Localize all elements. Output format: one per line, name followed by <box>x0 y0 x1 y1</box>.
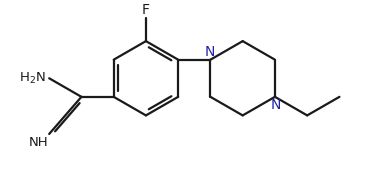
Text: N: N <box>204 45 215 59</box>
Text: F: F <box>142 3 150 17</box>
Text: N: N <box>271 98 281 112</box>
Text: NH: NH <box>29 136 48 149</box>
Text: H$_2$N: H$_2$N <box>19 71 46 86</box>
